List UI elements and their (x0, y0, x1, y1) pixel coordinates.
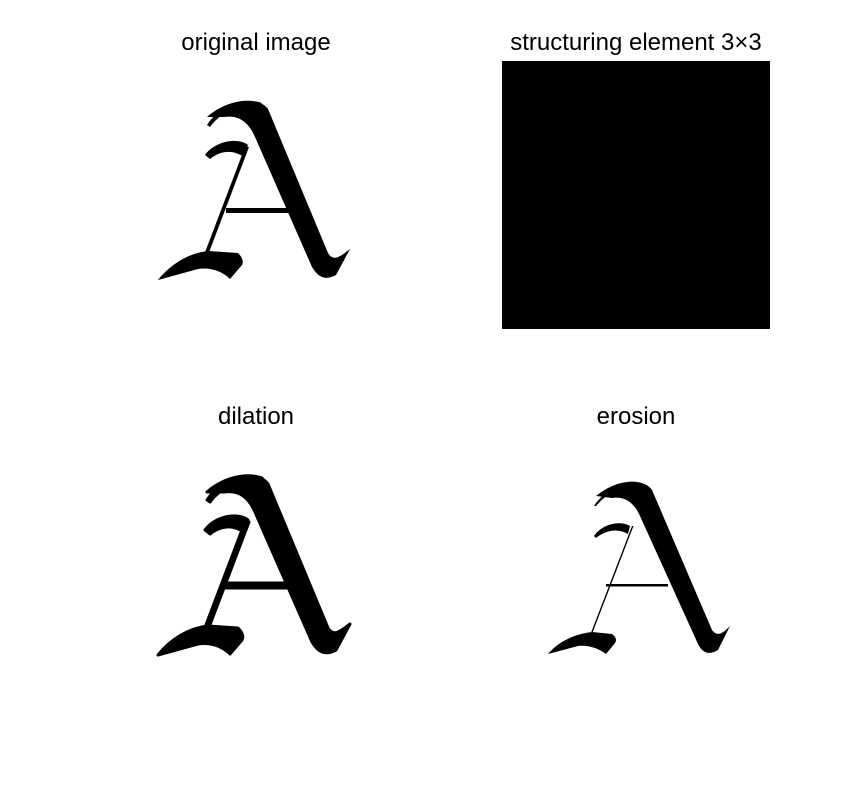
panel-title-erosion: erosion (596, 403, 676, 430)
letter-a-crossbar (224, 581, 292, 590)
erosion-image (536, 474, 746, 664)
letter-a-left-diagonal (204, 147, 249, 255)
letter-a-left-diagonal (590, 526, 634, 634)
letter-a-mid-hook (205, 140, 248, 159)
letter-a-top-hook (594, 482, 642, 506)
letter-a-right-stroke (596, 481, 730, 653)
panel-title-original: original image (181, 29, 331, 56)
panel-title-dilation: dilation (217, 403, 295, 430)
letter-a-foot (548, 632, 616, 654)
letter-a-crossbar (606, 584, 668, 587)
letter-a-left-diagonal (202, 520, 251, 632)
letter-a-mid-hook (594, 523, 630, 538)
letter-a-crossbar (226, 208, 290, 213)
letter-a-top-hook (205, 474, 264, 504)
original-image (150, 95, 360, 285)
letter-a-top-hook (207, 101, 262, 127)
letter-a-foot (158, 251, 243, 280)
letter-a-foot (156, 624, 245, 657)
structuring-element-square (502, 61, 770, 329)
dilation-image (150, 470, 360, 662)
panel-title-structuring: structuring element 3×3 (510, 29, 762, 56)
letter-a-right-stroke (207, 100, 350, 278)
